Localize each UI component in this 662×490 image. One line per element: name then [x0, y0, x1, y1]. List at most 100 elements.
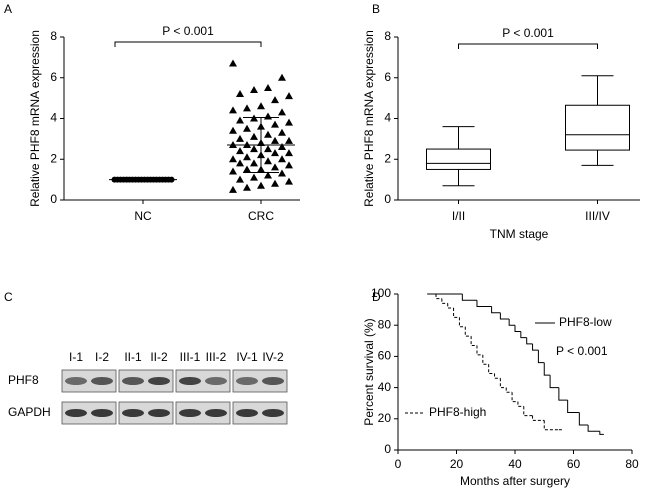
panel-label: D [372, 290, 381, 304]
whisker [581, 150, 614, 166]
survival-step [520, 331, 527, 339]
row-label: PHF8 [8, 373, 39, 387]
x-tick-label: 60 [567, 457, 581, 471]
y-tick-label: 2 [384, 151, 391, 165]
data-point [285, 118, 293, 126]
data-point [285, 92, 293, 100]
data-point [285, 136, 293, 144]
x-tick-label: 40 [508, 457, 522, 471]
blot-frame [175, 401, 231, 425]
y-tick-label: 8 [50, 29, 57, 43]
data-point [229, 59, 237, 67]
survival-step [514, 325, 521, 332]
blot-band [262, 409, 284, 417]
y-tick-label: 60 [378, 349, 392, 363]
survival-step [511, 392, 518, 403]
data-point [264, 83, 272, 91]
panel-label: B [372, 2, 380, 16]
y-axis-label: Percent survival (%) [362, 318, 376, 425]
blot-band [122, 409, 144, 417]
y-tick-label: 2 [50, 151, 57, 165]
blot-band [148, 377, 170, 385]
x-tick-label: CRC [248, 209, 274, 223]
y-tick-label: 8 [384, 29, 391, 43]
y-tick-label: 0 [384, 192, 391, 206]
survival-step [458, 317, 466, 328]
data-point [285, 149, 293, 157]
data-point [250, 85, 258, 93]
data-point [229, 155, 237, 163]
blot-band [148, 409, 170, 417]
blot-band [179, 409, 201, 417]
data-point [243, 104, 251, 112]
lane-label: IV-2 [262, 350, 284, 364]
x-tick-label: 20 [450, 457, 464, 471]
data-point [229, 167, 237, 175]
blot-band [205, 377, 227, 385]
y-tick-label: 100 [371, 286, 391, 300]
data-point [264, 171, 272, 179]
blot-frame [61, 369, 117, 393]
survival-step [526, 337, 533, 345]
data-point [250, 159, 258, 167]
data-point [264, 145, 272, 153]
data-point [278, 155, 286, 163]
data-point [264, 130, 272, 138]
blot-band [91, 377, 113, 385]
survival-step [532, 343, 539, 351]
survival-step [578, 412, 589, 426]
survival-step [470, 336, 477, 346]
blot-band [65, 377, 87, 385]
data-point [243, 165, 251, 173]
data-point [271, 149, 279, 157]
x-tick-label: 80 [625, 457, 639, 471]
y-tick-label: 0 [384, 442, 391, 456]
survival-step [508, 318, 515, 326]
data-point [278, 108, 286, 116]
data-point [278, 143, 286, 151]
survival-step [491, 306, 501, 314]
survival-step [549, 375, 559, 389]
lane-label: III-2 [206, 350, 227, 364]
lane-label: III-1 [180, 350, 201, 364]
p-value: P < 0.001 [556, 344, 608, 358]
blot-frame [175, 369, 231, 393]
survival-step [499, 312, 510, 320]
data-point [257, 181, 265, 189]
legend-label: PHF8-low [559, 315, 612, 329]
row-label: GAPDH [8, 405, 51, 419]
y-tick-label: 80 [378, 317, 392, 331]
survival-step [482, 354, 489, 365]
survival-step [517, 401, 524, 407]
data-point [236, 116, 244, 124]
lane-label: I-1 [69, 350, 83, 364]
data-point [236, 175, 244, 183]
blot-band [205, 409, 227, 417]
y-tick-label: 4 [384, 111, 391, 125]
lane-label: IV-1 [236, 350, 258, 364]
x-tick-label: NC [134, 209, 152, 223]
survival-step [461, 294, 477, 301]
data-point [264, 157, 272, 165]
blot-band [262, 377, 284, 385]
y-tick-label: 6 [384, 70, 391, 84]
legend-label: PHF8-high [429, 405, 486, 419]
data-point [285, 161, 293, 169]
lane-label: II-1 [124, 350, 142, 364]
data-point [243, 153, 251, 161]
survival-step [441, 298, 448, 304]
survival-step [567, 400, 580, 414]
survival-step [494, 373, 501, 379]
survival-step [476, 300, 492, 307]
data-point [278, 73, 286, 81]
whisker [442, 126, 475, 150]
x-axis-label: Months after surgery [460, 474, 570, 488]
blot-frame [232, 401, 288, 425]
blot-frame [232, 369, 288, 393]
p-value: P < 0.001 [162, 24, 214, 38]
data-point [250, 145, 258, 153]
y-tick-label: 20 [378, 411, 392, 425]
lane-label: II-2 [150, 350, 168, 364]
data-point [236, 90, 244, 98]
